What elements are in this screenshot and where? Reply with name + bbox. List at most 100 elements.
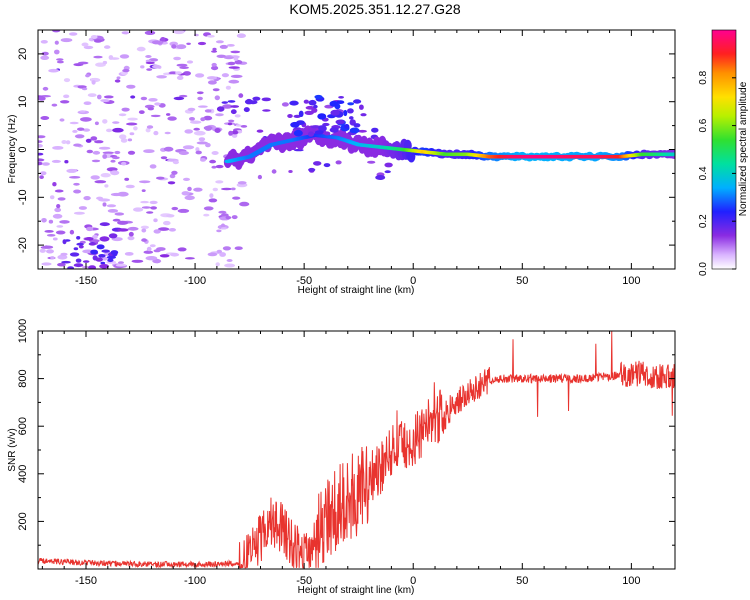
x-tick-label: 100 [622, 275, 640, 287]
noise-blob [73, 182, 80, 186]
noise-blob [262, 109, 271, 112]
noise-blob [141, 228, 147, 233]
branch-blob [308, 99, 317, 106]
noise-blob [107, 209, 119, 213]
noise-blob [38, 161, 43, 166]
x-tick-label: -50 [296, 575, 312, 587]
noise-blob [73, 143, 82, 147]
noise-blob [57, 197, 66, 201]
noise-blob [357, 129, 367, 133]
noise-blob [144, 30, 156, 35]
noise-blob [177, 208, 190, 213]
noise-blob [215, 40, 224, 44]
noise-blob [52, 30, 61, 33]
noise-blob [145, 256, 158, 261]
colorbar-tick-label: 0.8 [698, 70, 709, 84]
noise-blob [119, 134, 127, 140]
noise-blob [148, 98, 158, 102]
noise-blob [90, 249, 98, 255]
y-tick-label: 200 [17, 512, 29, 530]
noise-blob [38, 135, 46, 139]
noise-blob [99, 236, 110, 242]
noise-blob [107, 258, 114, 263]
noise-blob [150, 206, 158, 210]
noise-blob [186, 60, 194, 64]
figure-title: KOM5.2025.351.12.27.G28 [289, 1, 460, 17]
noise-blob [69, 176, 81, 179]
noise-blob [69, 32, 78, 36]
noise-blob [124, 252, 134, 256]
noise-blob [77, 127, 85, 131]
noise-blob [55, 230, 66, 235]
noise-blob [88, 242, 97, 246]
noise-blob [50, 256, 55, 260]
x-tick-label: -150 [75, 275, 97, 287]
noise-blob [207, 80, 217, 85]
noise-blob [124, 177, 130, 181]
snr-x-axis: -150 -100 -50 0 50 100 [41, 331, 676, 587]
noise-blob [371, 127, 379, 133]
noise-blob [225, 85, 231, 90]
noise-blob [208, 198, 218, 203]
branch-blob [344, 124, 350, 129]
noise-blob [56, 225, 64, 228]
noise-blob [140, 65, 145, 69]
spectrogram-y-label: Frequency (Hz) [7, 115, 18, 184]
noise-blob [169, 41, 178, 47]
branch-blob [353, 99, 362, 104]
noise-blob [114, 212, 125, 216]
noise-blob [220, 227, 228, 230]
noise-blob [56, 60, 64, 64]
branch-blob [349, 116, 354, 120]
colorbar-tick-label: 0.6 [698, 118, 709, 132]
y-tick-label: -10 [17, 189, 29, 205]
noise-blob [91, 80, 96, 85]
noise-blob [226, 259, 233, 262]
y-tick-label: 600 [17, 417, 29, 435]
noise-blob [367, 160, 376, 164]
noise-blob [156, 247, 166, 251]
noise-blob [114, 150, 121, 155]
x-tick-label: 50 [516, 575, 528, 587]
noise-blob [322, 122, 330, 127]
noise-blob [156, 176, 165, 180]
noise-blob [238, 93, 244, 98]
noise-blob [82, 128, 90, 132]
noise-blob [173, 56, 182, 61]
noise-blob [146, 125, 154, 129]
noise-blob [102, 202, 107, 207]
noise-blob [215, 180, 224, 184]
noise-blob [308, 167, 316, 172]
noise-blob [209, 159, 217, 164]
noise-blob [207, 252, 218, 257]
noise-blob [143, 149, 155, 154]
noise-blob [163, 220, 171, 226]
noise-blob [176, 75, 184, 81]
noise-blob [74, 134, 85, 139]
noise-blob [130, 95, 136, 99]
snr-y-label: SNR (v/v) [7, 428, 18, 471]
noise-blob [153, 218, 158, 223]
noise-blob [171, 170, 178, 175]
noise-blob [117, 228, 129, 232]
noise-blob [54, 40, 59, 45]
noise-blob [227, 61, 236, 66]
noise-blob [54, 189, 64, 193]
noise-blob [243, 107, 250, 113]
noise-blob [38, 143, 43, 148]
noise-blob [41, 245, 54, 249]
noise-blob [106, 128, 113, 133]
noise-blob [73, 189, 82, 194]
noise-blob [196, 91, 204, 95]
noise-blob [127, 226, 139, 231]
noise-blob [52, 213, 63, 219]
noise-blob [293, 114, 301, 118]
noise-blob [94, 140, 104, 144]
noise-blob [261, 97, 271, 102]
noise-blob [216, 106, 225, 112]
noise-blob [63, 78, 71, 83]
noise-blob [39, 248, 46, 253]
noise-blob [112, 127, 124, 133]
noise-blob [230, 105, 240, 108]
noise-blob [120, 138, 128, 143]
